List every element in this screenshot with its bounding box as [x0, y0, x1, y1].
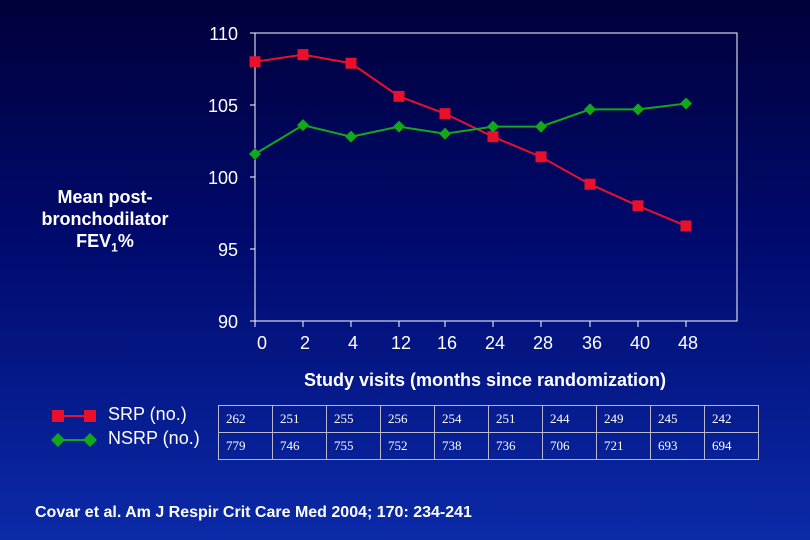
- table-cell: 251: [272, 405, 327, 433]
- y-axis-ticks: 90 95 100 105 110: [208, 24, 255, 332]
- x-tick-label: 24: [485, 333, 505, 353]
- data-point-srp: [297, 49, 309, 61]
- table-cell: 256: [380, 405, 435, 433]
- data-point-srp: [439, 108, 451, 120]
- data-point-nsrp: [632, 103, 644, 116]
- table-cell: 752: [380, 432, 435, 460]
- table-cell: 721: [596, 432, 651, 460]
- data-point-srp: [535, 151, 547, 163]
- series-line-srp: [254, 53, 687, 227]
- legend-item-nsrp: NSRP (no.): [48, 428, 228, 452]
- table-cell: 262: [218, 405, 273, 433]
- x-tick-label: 0: [257, 333, 267, 353]
- chart-grid: [254, 32, 738, 322]
- x-tick-label: 2: [300, 333, 310, 353]
- table-cell: 255: [326, 405, 381, 433]
- table-row-nsrp: 779 746 755 752 738 736 706 721 693 694: [218, 432, 759, 460]
- x-tick-label: 4: [348, 333, 358, 353]
- table-cell: 249: [596, 405, 651, 433]
- series-lines: [254, 53, 687, 227]
- data-point-nsrp: [439, 127, 451, 140]
- y-axis-label: Mean post- bronchodilator FEV1%: [41, 187, 169, 255]
- data-point-srp: [584, 178, 596, 190]
- x-tick-label: 12: [391, 333, 411, 353]
- table-cell: 746: [272, 432, 327, 460]
- data-point-srp: [487, 131, 499, 143]
- data-point-srp: [393, 90, 405, 102]
- x-tick-label: 28: [533, 333, 553, 353]
- x-tick-label: 48: [678, 333, 698, 353]
- data-point-srp: [345, 57, 357, 69]
- table-cell: 755: [326, 432, 381, 460]
- data-point-nsrp: [297, 119, 309, 132]
- table-cell: 738: [434, 432, 489, 460]
- table-cell: 706: [542, 432, 597, 460]
- y-tick-label: 110: [209, 24, 238, 44]
- counts-table: 262 251 255 256 254 251 244 249 245 242 …: [218, 405, 759, 460]
- x-axis-ticks: 0 2 4 12 16 24 28 36 40 48: [254, 321, 698, 353]
- x-tick-label: 16: [437, 333, 457, 353]
- data-point-nsrp: [680, 97, 692, 110]
- y-tick-label: 105: [208, 96, 238, 116]
- table-cell: 694: [704, 432, 759, 460]
- table-cell: 245: [650, 405, 705, 433]
- table-cell: 242: [704, 405, 759, 433]
- x-tick-label: 36: [582, 333, 602, 353]
- legend-label-nsrp: NSRP (no.): [108, 428, 200, 448]
- citation: Covar et al. Am J Respir Crit Care Med 2…: [35, 504, 472, 521]
- table-cell: 251: [488, 405, 543, 433]
- y-tick-label: 90: [218, 312, 238, 332]
- data-point-srp: [632, 200, 644, 212]
- data-point-srp: [680, 220, 692, 232]
- data-point-srp: [249, 56, 261, 68]
- table-row-srp: 262 251 255 256 254 251 244 249 245 242: [218, 405, 759, 433]
- y-tick-label: 100: [208, 168, 238, 188]
- x-tick-label: 40: [630, 333, 650, 353]
- data-point-nsrp: [487, 120, 499, 133]
- table-cell: 693: [650, 432, 705, 460]
- series-line-nsrp: [254, 102, 687, 155]
- data-point-nsrp: [535, 120, 547, 133]
- data-point-nsrp: [249, 147, 261, 160]
- y-tick-label: 95: [218, 240, 238, 260]
- legend: SRP (no.) NSRP (no.): [48, 404, 228, 452]
- legend-label-srp: SRP (no.): [108, 404, 187, 424]
- series-markers: [249, 49, 692, 232]
- legend-item-srp: SRP (no.): [48, 404, 228, 428]
- data-point-nsrp: [345, 130, 357, 143]
- data-point-nsrp: [393, 120, 405, 133]
- table-cell: 244: [542, 405, 597, 433]
- table-cell: 736: [488, 432, 543, 460]
- table-cell: 254: [434, 405, 489, 433]
- plot-area: [254, 32, 738, 322]
- x-axis-label: Study visits (months since randomization…: [303, 370, 667, 390]
- legend-swatch-nsrp: [51, 433, 97, 447]
- legend-swatch-srp: [52, 410, 96, 422]
- table-cell: 779: [218, 432, 273, 460]
- data-point-nsrp: [584, 103, 596, 116]
